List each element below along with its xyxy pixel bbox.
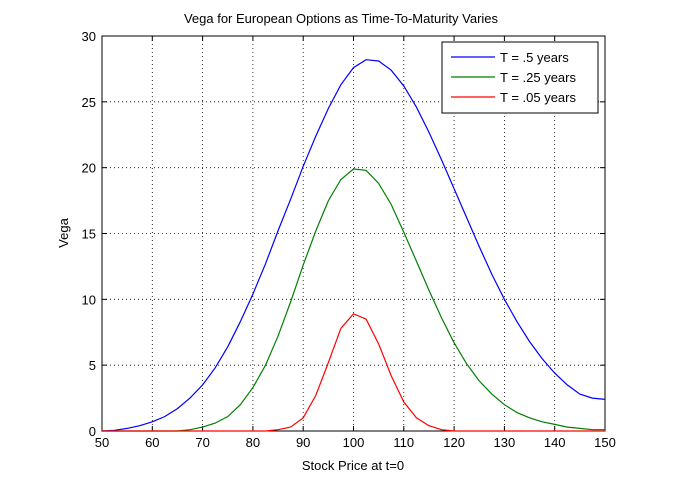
legend-entry-label: T = .05 years [500, 90, 576, 105]
y-axis-label: Vega [56, 217, 71, 247]
x-tick-label: 80 [246, 435, 260, 450]
x-tick-label: 70 [195, 435, 209, 450]
y-tick-label: 15 [82, 227, 96, 242]
series-line-3 [102, 313, 605, 432]
series-lines [101, 59, 606, 432]
legend-entry-label: T = .25 years [500, 70, 576, 85]
y-tick-label: 10 [82, 292, 96, 307]
chart-title: Vega for European Options as Time-To-Mat… [184, 11, 499, 26]
legend: T = .5 years T = .25 years T = .05 years [441, 41, 599, 114]
x-tick-label: 150 [594, 435, 616, 450]
x-tick-label: 140 [544, 435, 566, 450]
x-tick-label: 120 [443, 435, 465, 450]
x-tick-label: 100 [343, 435, 365, 450]
axis-ticks: 50 60 70 80 90 100 110 120 130 140 150 0 5 10 15 20 25 30 [82, 29, 616, 450]
x-tick-label: 130 [494, 435, 516, 450]
x-tick-label: 90 [296, 435, 310, 450]
legend-entry-label: T = .5 years [500, 50, 569, 65]
series-line-2 [102, 168, 605, 432]
y-tick-label: 0 [89, 424, 96, 439]
y-tick-label: 5 [89, 358, 96, 373]
series-line-1 [101, 59, 606, 432]
y-tick-label: 20 [82, 161, 96, 176]
x-tick-label: 50 [95, 435, 109, 450]
y-tick-label: 25 [82, 95, 96, 110]
x-axis-label: Stock Price at t=0 [302, 458, 404, 473]
y-tick-label: 30 [82, 29, 96, 44]
x-tick-label: 110 [393, 435, 414, 450]
x-tick-label: 60 [145, 435, 159, 450]
